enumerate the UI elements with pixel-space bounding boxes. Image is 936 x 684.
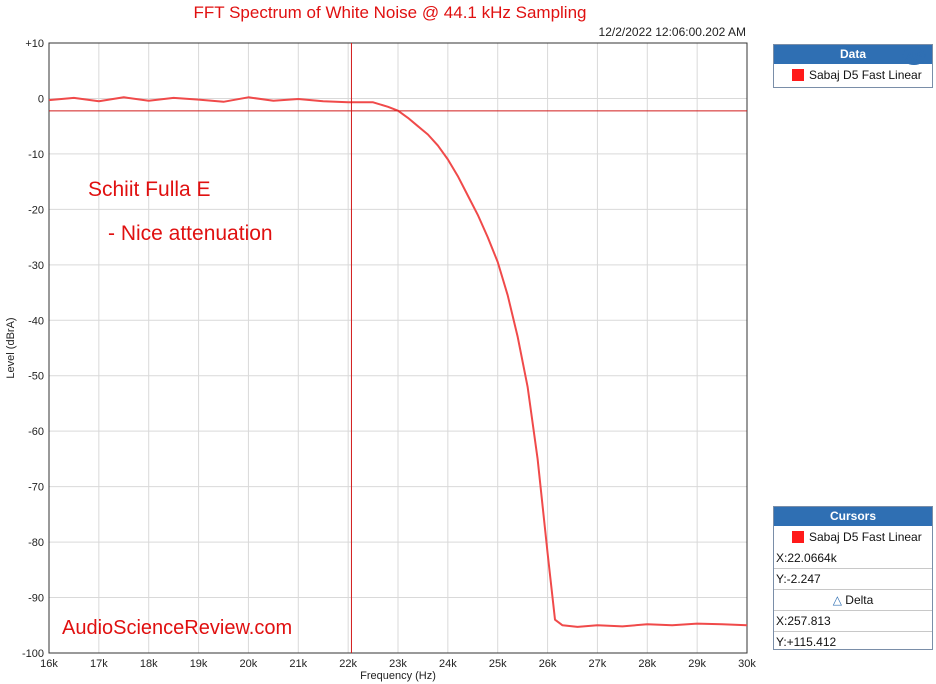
timestamp: 12/2/2022 12:06:00.202 AM — [598, 25, 746, 39]
y-tick-label: -20 — [28, 204, 44, 216]
cursors-legend-item[interactable]: Sabaj D5 Fast Linear — [774, 526, 932, 548]
y-tick-label: -90 — [28, 593, 44, 605]
grid-layer — [48, 42, 748, 654]
cursors-panel-header: Cursors — [774, 507, 932, 526]
y-tick-label: -10 — [28, 149, 44, 161]
cursor-swatch-icon — [792, 531, 804, 543]
tick-layer: 16k 17k 18k 19k 20k 21k 22k 23k 24k 25k 26k 27k 28k 2… — [22, 38, 756, 670]
delta-x-value: X:257.813 — [774, 610, 932, 631]
x-tick-label: 17k — [90, 658, 108, 670]
x-tick-label: 26k — [539, 658, 557, 670]
y-tick-label: -40 — [28, 315, 44, 327]
y-tick-label: +10 — [25, 38, 44, 50]
cursor-x-value: X:22.0664k — [776, 551, 837, 565]
y-axis-label: Level (dBrA) — [5, 317, 17, 378]
series-line — [48, 96, 748, 628]
x-tick-label: 27k — [589, 658, 607, 670]
chart-title: FFT Spectrum of White Noise @ 44.1 kHz S… — [193, 3, 587, 22]
x-tick-label: 20k — [240, 658, 258, 670]
series-layer — [48, 96, 748, 628]
data-legend-label: Sabaj D5 Fast Linear — [809, 68, 922, 82]
y-tick-label: -50 — [28, 371, 44, 383]
x-tick-label: 28k — [638, 658, 656, 670]
cursors-panel: Cursors Sabaj D5 Fast Linear X:22.0664k … — [773, 506, 933, 650]
x-tick-label: 29k — [688, 658, 706, 670]
cursors-legend-label: Sabaj D5 Fast Linear — [809, 530, 922, 544]
data-panel: Data Sabaj D5 Fast Linear AP — [773, 44, 933, 88]
cursor-layer — [49, 43, 747, 653]
x-tick-label: 22k — [339, 658, 357, 670]
x-tick-label: 18k — [140, 658, 158, 670]
y-tick-label: -80 — [28, 537, 44, 549]
watermark: AudioScienceReview.com — [62, 617, 292, 639]
x-tick-label: 25k — [489, 658, 507, 670]
delta-triangle-icon: △ — [832, 593, 842, 607]
cursor-y-value: Y:-2.247 — [774, 568, 932, 589]
x-tick-label: 30k — [738, 658, 756, 670]
data-legend-item[interactable]: Sabaj D5 Fast Linear — [774, 64, 932, 86]
data-panel-header: Data — [774, 45, 932, 64]
plot-frame — [48, 42, 748, 654]
series-swatch-icon — [792, 69, 804, 81]
x-tick-label: 16k — [40, 658, 58, 670]
delta-row[interactable]: △ Delta — [774, 589, 932, 610]
annotation-device: Schiit Fulla E — [88, 178, 211, 201]
x-tick-label: 23k — [389, 658, 407, 670]
x-tick-label: 21k — [289, 658, 307, 670]
annotation-comment: - Nice attenuation — [108, 222, 273, 245]
delta-y-value: Y:+115.412 — [774, 631, 932, 652]
ap-logo-icon: AP — [902, 47, 926, 65]
y-tick-label: 0 — [38, 93, 44, 105]
x-axis-label: Frequency (Hz) — [360, 670, 436, 682]
y-tick-label: -100 — [22, 648, 44, 660]
x-tick-label: 24k — [439, 658, 457, 670]
x-tick-label: 19k — [190, 658, 208, 670]
y-tick-label: -30 — [28, 260, 44, 272]
delta-label: Delta — [845, 593, 874, 607]
y-tick-label: -70 — [28, 482, 44, 494]
y-tick-label: -60 — [28, 426, 44, 438]
